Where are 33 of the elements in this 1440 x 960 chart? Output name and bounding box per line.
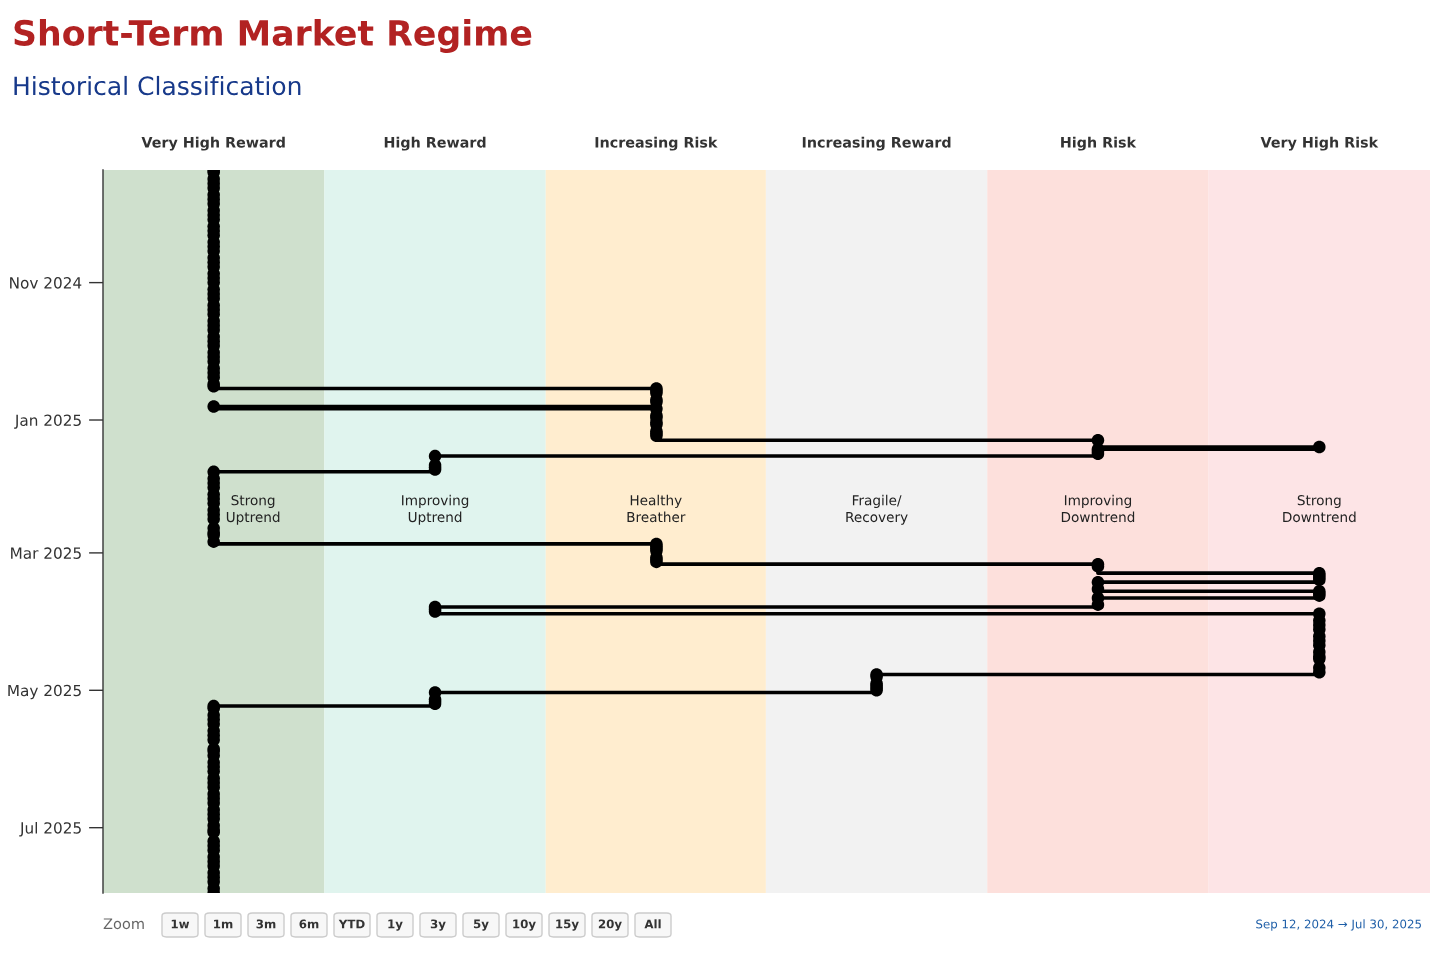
text: Increasing Risk (595, 136, 718, 151)
chart-title: Short-Term Market Regime (14, 19, 532, 53)
text: High Risk (1061, 136, 1137, 151)
text: 20y (598, 919, 622, 931)
text: Increasing Reward (802, 136, 951, 151)
text: Zoom (103, 918, 144, 930)
text: Very High Reward (141, 136, 285, 151)
text: 1w (171, 919, 190, 929)
text: 5y (473, 919, 489, 931)
band-label: Healthy Breather (627, 494, 686, 523)
y-tick-label: May 2025 (8, 684, 81, 700)
band-label: Improving Downtrend (1061, 494, 1135, 523)
text: 1m (214, 919, 233, 929)
y-tick-label: Jul 2025 (19, 821, 81, 837)
text: 1y (388, 919, 403, 931)
band-label: Fragile/ Recovery (846, 494, 908, 525)
text: 10y (513, 919, 536, 931)
text: YTD (338, 919, 365, 929)
text: 3y (430, 919, 446, 931)
text: Sep 12, 2024 → Jul 30, 2025 (1256, 919, 1421, 931)
text: 15y (556, 919, 579, 931)
y-tick-label: Mar 2025 (11, 547, 81, 559)
text: High Reward (384, 136, 486, 151)
y-tick-label: Jan 2025 (14, 414, 81, 429)
band-label: Strong Uptrend (226, 495, 280, 525)
y-tick-label: Nov 2024 (10, 277, 82, 289)
text: Very High Risk (1260, 136, 1379, 151)
band-label: Improving Uptrend (402, 494, 469, 525)
chart-subtitle: Historical Classification (14, 75, 301, 96)
text: 3m (256, 919, 276, 929)
text: All (644, 919, 661, 929)
text: 6m (299, 919, 319, 929)
band-label: Strong Downtrend (1283, 495, 1356, 523)
